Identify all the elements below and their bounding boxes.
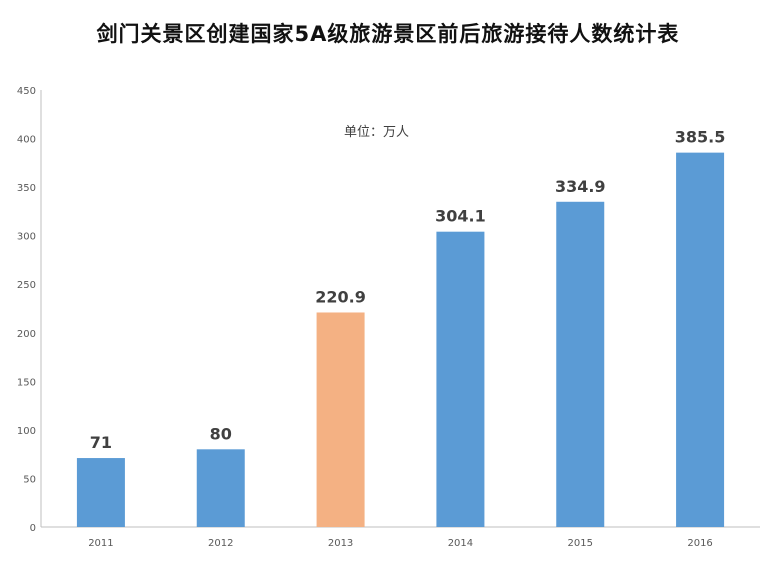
x-tick-label: 2015 bbox=[568, 538, 593, 549]
bar-2011 bbox=[76, 458, 125, 527]
y-tick-label: 150 bbox=[17, 377, 36, 388]
bar-2014 bbox=[436, 231, 485, 527]
y-tick-label: 100 bbox=[17, 426, 36, 437]
y-tick-labels: 0 50 100 150 200 250 300 350 400 450 bbox=[17, 86, 36, 534]
data-label-2012: 80 bbox=[210, 424, 232, 443]
y-tick-label: 250 bbox=[17, 280, 36, 291]
data-label-2014: 304.1 bbox=[435, 207, 486, 226]
bar-2012 bbox=[196, 449, 245, 527]
bar-2013 bbox=[316, 312, 365, 527]
unit-annotation: 单位：万人 bbox=[344, 125, 409, 140]
x-tick-label: 2016 bbox=[687, 538, 712, 549]
data-label-2016: 385.5 bbox=[675, 128, 726, 147]
bar-2015 bbox=[556, 201, 605, 527]
y-tick-label: 350 bbox=[17, 183, 36, 194]
bars bbox=[76, 152, 725, 528]
chart-title: 剑门关景区创建国家5A级旅游景区前后旅游接待人数统计表 bbox=[96, 22, 680, 46]
y-tick-label: 0 bbox=[30, 523, 36, 534]
x-tick-labels: 2011 2012 2013 2014 2015 2016 bbox=[88, 538, 713, 549]
x-tick-label: 2013 bbox=[328, 538, 353, 549]
data-labels: 71 80 220.9 304.1 334.9 385.5 bbox=[90, 128, 726, 452]
data-label-2011: 71 bbox=[90, 433, 112, 452]
x-tick-label: 2014 bbox=[448, 538, 473, 549]
x-tick-label: 2011 bbox=[88, 538, 113, 549]
data-label-2015: 334.9 bbox=[555, 177, 606, 196]
x-tick-label: 2012 bbox=[208, 538, 233, 549]
y-tick-label: 400 bbox=[17, 135, 36, 146]
y-tick-label: 50 bbox=[23, 474, 36, 485]
bar-2016 bbox=[676, 152, 725, 528]
y-tick-label: 450 bbox=[17, 86, 36, 97]
y-tick-label: 200 bbox=[17, 329, 36, 340]
data-label-2013: 220.9 bbox=[315, 287, 366, 306]
y-tick-label: 300 bbox=[17, 232, 36, 243]
